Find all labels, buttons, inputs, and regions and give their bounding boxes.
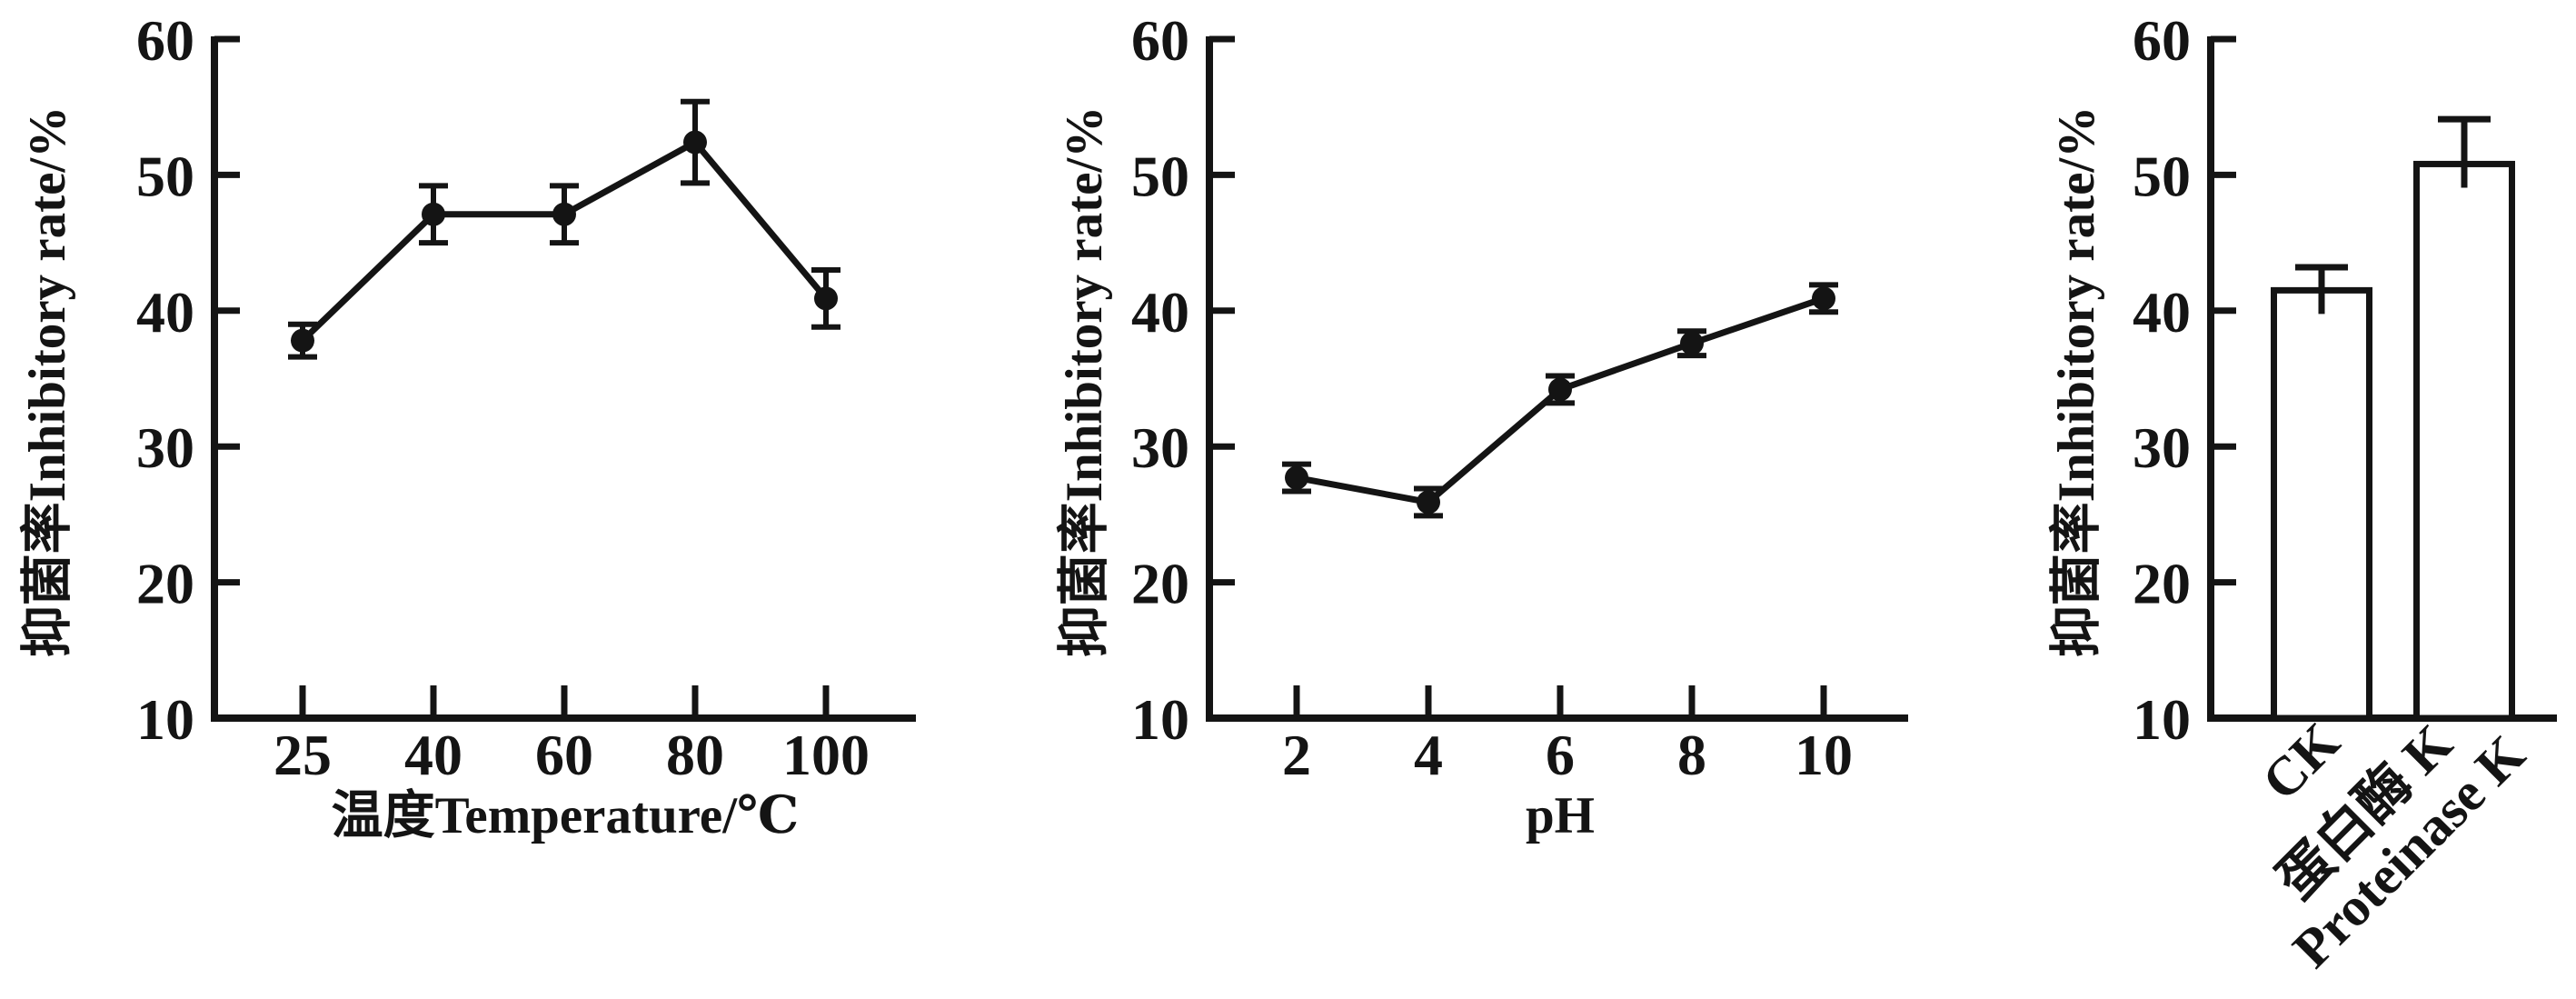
y-tick-label: 40: [1131, 280, 1189, 345]
y-tick-label: 40: [2133, 280, 2191, 345]
x-tick-label: 40: [404, 723, 462, 787]
data-point-marker: [683, 130, 707, 155]
axis-spine: [211, 36, 916, 722]
x-tick-label: 10: [1795, 723, 1853, 787]
bar: [2413, 160, 2515, 722]
data-point-marker: [1417, 490, 1440, 514]
y-tick-label: 10: [2133, 687, 2191, 752]
y-axis-title: 抑菌率Inhibitory rate/%: [2048, 106, 2105, 657]
y-tick-label: 50: [2133, 144, 2191, 208]
x-tick-label: 80: [666, 723, 724, 787]
x-tick-label: 60: [535, 723, 593, 787]
data-point-marker: [1285, 465, 1308, 490]
data-point-marker: [291, 328, 314, 353]
y-tick-label: 10: [136, 687, 194, 752]
y-tick-label: 10: [1131, 687, 1189, 752]
data-point-marker: [1812, 286, 1835, 311]
x-axis-title: pH: [1526, 787, 1595, 844]
x-tick-label: 4: [1414, 723, 1443, 787]
y-tick-label: 60: [136, 8, 194, 73]
x-tick-label: 8: [1677, 723, 1706, 787]
y-tick-label: 40: [136, 280, 194, 345]
x-tick-label: 25: [274, 723, 332, 787]
y-axis-title: 抑菌率Inhibitory rate/%: [19, 106, 76, 657]
x-axis-title: 温度Temperature/℃: [332, 787, 800, 844]
y-tick-label: 20: [1131, 552, 1189, 616]
error-bar: [2438, 115, 2491, 188]
bar: [2271, 286, 2372, 722]
x-tick-label: 100: [782, 723, 870, 787]
y-tick-label: 20: [2133, 552, 2191, 616]
data-point-marker: [552, 202, 576, 226]
y-tick-label: 50: [136, 144, 194, 208]
chart-ph-effect: 10 20 30 40 50 60 抑菌率Inhibitory rate/% 2 4 6 8 10 pH: [1056, 8, 1908, 844]
x-tick-label: 6: [1546, 723, 1575, 787]
y-tick-label: 20: [136, 552, 194, 616]
data-point-marker: [814, 286, 838, 311]
x-tick-label: 2: [1282, 723, 1311, 787]
bar-category-label: CK: [2251, 711, 2352, 812]
chart-temperature-effect: 10 20 30 40 50 60 抑菌率Inhibitory rate/% 25 40 60 80…: [19, 8, 916, 844]
y-tick-label: 60: [2133, 8, 2191, 73]
data-point-marker: [1680, 331, 1704, 355]
y-tick-label: 30: [136, 415, 194, 480]
error-bar: [2295, 264, 2348, 315]
y-tick-label: 30: [2133, 415, 2191, 480]
data-point-marker: [1548, 377, 1572, 402]
y-tick-label: 60: [1131, 8, 1189, 73]
y-axis-title: 抑菌率Inhibitory rate/%: [1056, 106, 1113, 657]
y-tick-label: 50: [1131, 144, 1189, 208]
data-point-marker: [422, 202, 445, 226]
y-tick-label: 30: [1131, 415, 1189, 480]
